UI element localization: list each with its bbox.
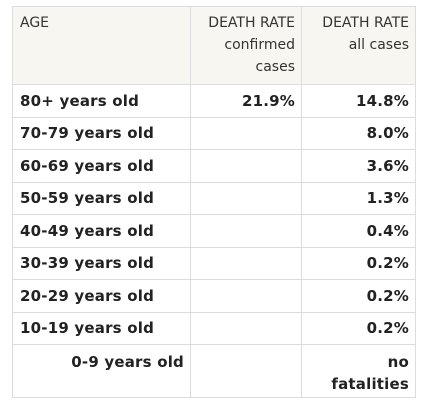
header-death-rate-all: DEATH RATE all cases <box>301 6 416 85</box>
table-row: 70-79 years old 8.0% <box>12 116 416 150</box>
age-cell: 30-39 years old <box>12 246 191 280</box>
confirmed-rate-cell <box>190 246 302 280</box>
age-cell: 70-79 years old <box>12 116 191 150</box>
header-death-rate-confirmed: DEATH RATE confirmed cases <box>190 6 302 85</box>
table-row: 80+ years old 21.9% 14.8% <box>12 84 416 118</box>
table-row: 10-19 years old 0.2% <box>12 311 416 345</box>
age-cell: 40-49 years old <box>12 214 191 248</box>
no-fatalities-line-1: no <box>387 353 409 371</box>
confirmed-rate-cell <box>190 181 302 215</box>
age-cell: 0-9 years old <box>12 344 191 398</box>
all-rate-cell: 1.3% <box>301 181 416 215</box>
table-row: 0-9 years old no fatalities <box>12 344 416 398</box>
header-confirmed-line-1: DEATH RATE <box>208 15 295 31</box>
age-cell: 60-69 years old <box>12 149 191 183</box>
all-rate-cell: 8.0% <box>301 116 416 150</box>
confirmed-rate-cell: 21.9% <box>190 84 302 118</box>
confirmed-rate-cell <box>190 214 302 248</box>
all-rate-cell: 0.2% <box>301 246 416 280</box>
header-all-line-2: all cases <box>348 37 409 53</box>
confirmed-rate-cell <box>190 344 302 398</box>
table-row: 50-59 years old 1.3% <box>12 181 416 215</box>
age-cell: 80+ years old <box>12 84 191 118</box>
age-cell: 50-59 years old <box>12 181 191 215</box>
all-rate-cell: 3.6% <box>301 149 416 183</box>
all-rate-cell: 0.2% <box>301 311 416 345</box>
age-cell: 20-29 years old <box>12 279 191 313</box>
age-cell: 10-19 years old <box>12 311 191 345</box>
table-row: 30-39 years old 0.2% <box>12 246 416 280</box>
header-confirmed-line-2: confirmed <box>224 37 295 53</box>
confirmed-rate-cell <box>190 116 302 150</box>
table-header-row: AGE DEATH RATE confirmed cases DEATH RAT… <box>12 6 416 85</box>
confirmed-rate-cell <box>190 149 302 183</box>
death-rate-table-container: AGE DEATH RATE confirmed cases DEATH RAT… <box>12 6 416 398</box>
table-row: 40-49 years old 0.4% <box>12 214 416 248</box>
confirmed-rate-cell <box>190 279 302 313</box>
all-rate-cell: no fatalities <box>301 344 416 398</box>
all-rate-cell: 0.4% <box>301 214 416 248</box>
death-rate-by-age-table: AGE DEATH RATE confirmed cases DEATH RAT… <box>12 6 416 398</box>
header-all-line-1: DEATH RATE <box>322 15 409 31</box>
no-fatalities-line-2: fatalities <box>331 375 409 393</box>
table-row: 60-69 years old 3.6% <box>12 149 416 183</box>
header-age: AGE <box>12 6 191 85</box>
all-rate-cell: 0.2% <box>301 279 416 313</box>
header-confirmed-line-3: cases <box>255 59 295 75</box>
all-rate-cell: 14.8% <box>301 84 416 118</box>
confirmed-rate-cell <box>190 311 302 345</box>
table-row: 20-29 years old 0.2% <box>12 279 416 313</box>
